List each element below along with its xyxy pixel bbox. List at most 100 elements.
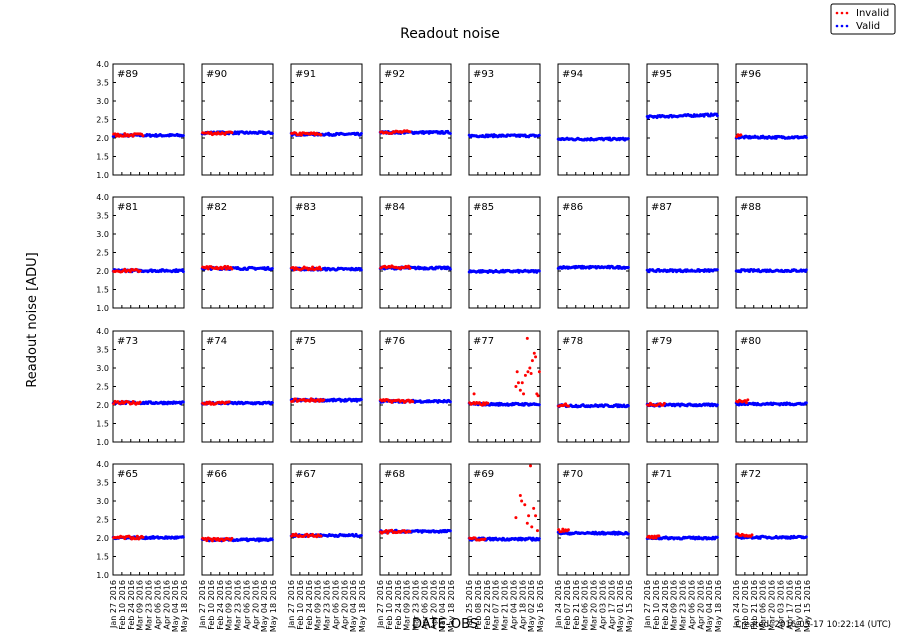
point-invalid-outlier	[527, 514, 531, 518]
point-valid	[715, 114, 719, 118]
point-invalid	[744, 401, 748, 405]
x-tick-label: Apr 06 2016	[420, 580, 429, 629]
point-invalid	[318, 265, 322, 269]
y-tick-label: 3.0	[96, 497, 109, 506]
point-invalid	[411, 400, 415, 404]
panel-frame	[201, 330, 274, 443]
point-valid	[537, 133, 541, 137]
panel-frame	[557, 63, 630, 176]
panel-label: #75	[295, 336, 316, 347]
x-tick-label: Apr 06 2016	[242, 580, 251, 629]
panel-frame	[290, 330, 363, 443]
footer-created: Created: 2016-05-17 10:22:14 (UTC)	[735, 620, 891, 630]
point-invalid	[116, 132, 120, 136]
x-tick-label: Feb 21 2016	[750, 580, 759, 630]
y-tick-label: 2.0	[96, 401, 109, 410]
x-tick-label: Jan 24 2016	[732, 580, 741, 629]
x-tick-label: Mar 23 2016	[323, 580, 332, 631]
point-invalid	[292, 268, 296, 272]
point-valid	[626, 404, 630, 408]
point-invalid	[750, 533, 754, 537]
panel-frame	[646, 330, 719, 443]
x-tick-label: Mar 20 2016	[590, 580, 599, 631]
point-invalid	[121, 134, 125, 138]
point-invalid-outlier	[520, 499, 524, 503]
x-tick-label: May 18 2016	[714, 580, 723, 632]
x-tick-label: Apr 06 2016	[153, 580, 162, 629]
point-invalid	[384, 528, 388, 532]
point-valid	[181, 535, 185, 539]
y-tick-label: 1.0	[96, 171, 109, 180]
panel-label: #96	[740, 69, 761, 80]
point-valid	[448, 529, 452, 533]
panel-label: #80	[740, 336, 761, 347]
point-valid	[359, 268, 363, 272]
x-tick-label: Apr 20 2016	[429, 580, 438, 629]
x-tick-label: Apr 20 2016	[340, 580, 349, 629]
panel-84: #84	[378, 196, 452, 309]
point-invalid	[308, 399, 312, 403]
point-invalid	[130, 402, 134, 406]
x-tick-label: Mar 09 2016	[314, 580, 323, 631]
legend-label-invalid: Invalid	[856, 8, 889, 19]
panel-label: #73	[117, 336, 138, 347]
point-valid	[448, 267, 452, 271]
panel-frame	[735, 330, 808, 443]
panel-label: #71	[651, 469, 672, 480]
x-tick-label: Mar 23 2016	[145, 580, 154, 631]
point-valid	[359, 397, 363, 401]
point-invalid	[227, 400, 231, 404]
point-valid	[715, 268, 719, 272]
point-invalid	[131, 134, 135, 138]
panel-frame	[646, 196, 719, 309]
y-tick-label: 1.0	[96, 304, 109, 313]
point-invalid-outlier	[530, 525, 534, 529]
point-invalid-outlier	[528, 464, 532, 468]
point-invalid	[291, 265, 295, 269]
x-tick-label: Mar 06 2016	[581, 580, 590, 631]
panel-label: #94	[562, 69, 583, 80]
x-tick-label: Apr 03 2016	[598, 580, 607, 629]
panel-frame	[112, 463, 185, 576]
point-invalid	[480, 403, 484, 407]
panel-frame	[735, 196, 808, 309]
panel-frame	[290, 196, 363, 309]
point-invalid	[386, 531, 390, 535]
y-tick-label: 4.0	[96, 193, 109, 202]
y-tick-label: 2.5	[96, 249, 109, 258]
y-tick-label: 3.5	[96, 79, 109, 88]
point-invalid-outlier	[528, 366, 532, 370]
panel-label: #89	[117, 69, 138, 80]
panel-label: #79	[651, 336, 672, 347]
panel-frame	[468, 196, 541, 309]
panel-label: #67	[295, 469, 316, 480]
point-invalid	[319, 133, 323, 137]
panel-93: #93	[467, 63, 541, 176]
point-valid	[537, 269, 541, 273]
x-tick-label: May 18 2016	[447, 580, 456, 632]
point-invalid-outlier	[532, 506, 536, 510]
point-valid	[359, 534, 363, 538]
y-tick-label: 3.0	[96, 364, 109, 373]
panel-label: #76	[384, 336, 405, 347]
panel-frame	[557, 196, 630, 309]
x-tick-label: Mar 23 2016	[234, 580, 243, 631]
legend-marker-invalid	[835, 11, 849, 15]
point-valid	[359, 131, 363, 135]
point-valid	[537, 403, 541, 407]
x-tick-label: Feb 10 2016	[118, 580, 127, 630]
point-valid	[804, 535, 808, 539]
panel-label: #70	[562, 469, 583, 480]
panel-frame	[201, 463, 274, 576]
point-invalid	[559, 530, 563, 534]
point-valid	[448, 131, 452, 135]
point-valid	[270, 267, 274, 271]
x-tick-label: Apr 04 2016	[509, 580, 518, 629]
y-tick-label: 3.5	[96, 346, 109, 355]
panel-label: #85	[473, 202, 494, 213]
panel-label: #72	[740, 469, 761, 480]
point-invalid-outlier	[514, 385, 518, 388]
